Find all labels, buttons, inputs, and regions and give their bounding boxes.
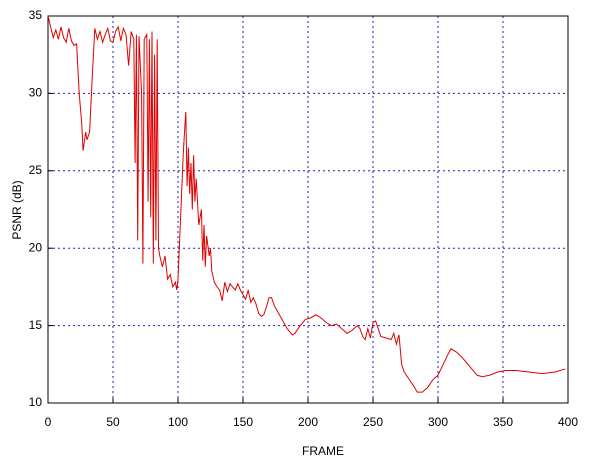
x-tick-label: 300 bbox=[428, 415, 448, 429]
x-tick-label: 200 bbox=[298, 415, 318, 429]
x-tick-label: 0 bbox=[45, 415, 52, 429]
x-tick-label: 100 bbox=[168, 415, 188, 429]
y-axis-label: PSNR (dB) bbox=[10, 180, 24, 239]
x-tick-label: 50 bbox=[106, 415, 120, 429]
data-line bbox=[47, 15, 566, 393]
y-tick-label: 20 bbox=[29, 240, 43, 254]
x-tick-label: 150 bbox=[233, 415, 253, 429]
y-tick-label: 35 bbox=[29, 8, 43, 22]
y-tick-label: 15 bbox=[29, 318, 43, 332]
plot-frame bbox=[47, 15, 569, 404]
y-tick-label: 10 bbox=[29, 395, 43, 409]
x-tick-label: 350 bbox=[493, 415, 513, 429]
y-tick-label: 25 bbox=[29, 163, 43, 177]
x-tick-label: 250 bbox=[363, 415, 383, 429]
x-tick-label: 400 bbox=[558, 415, 578, 429]
y-tick-label: 30 bbox=[29, 86, 43, 100]
x-axis-label: FRAME bbox=[302, 444, 344, 458]
